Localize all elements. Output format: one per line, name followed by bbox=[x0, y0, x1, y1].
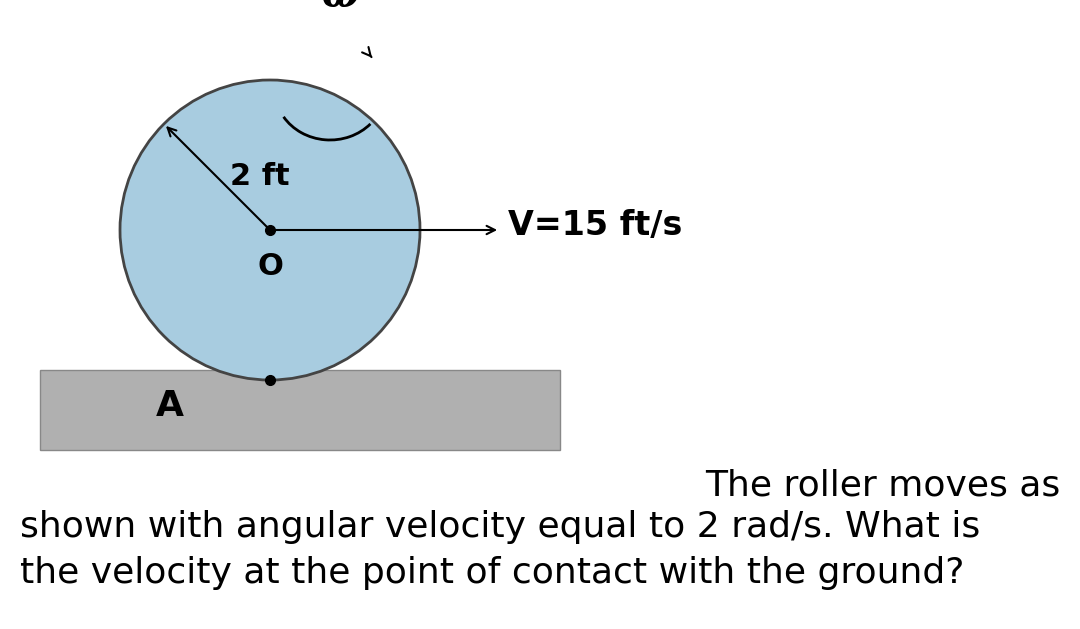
Text: V=15 ft/s: V=15 ft/s bbox=[508, 208, 683, 242]
Text: shown with angular velocity equal to 2 rad/s. What is: shown with angular velocity equal to 2 r… bbox=[21, 510, 981, 544]
Text: the velocity at the point of contact with the ground?: the velocity at the point of contact wit… bbox=[21, 556, 964, 590]
Text: O: O bbox=[257, 252, 283, 281]
Text: ω: ω bbox=[322, 0, 359, 15]
Text: A: A bbox=[156, 389, 184, 423]
Circle shape bbox=[120, 80, 420, 380]
Text: 2 ft: 2 ft bbox=[230, 162, 289, 191]
Bar bbox=[40, 370, 561, 450]
Text: The roller moves as: The roller moves as bbox=[705, 468, 1059, 502]
